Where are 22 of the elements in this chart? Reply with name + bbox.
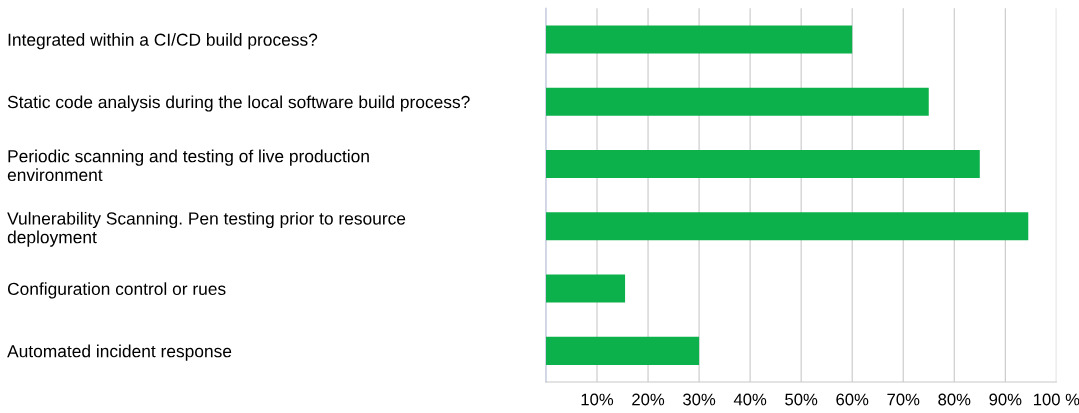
x-tick-label: 50% [785,393,818,406]
bar [545,87,929,116]
y-tick-label: Integrated within a CI/CD build process? [8,33,318,50]
x-tick-label: 20% [632,393,665,406]
x-tick-label: 40% [733,393,767,406]
bar [545,25,853,54]
y-tick-label: Configuration control or rues [7,282,226,299]
y-tick-label: Vulnerability Scanning. Pen testing prior to resource deployment [7,211,406,247]
x-tick-label: 80% [938,393,971,406]
x-tick-label: 30% [683,393,716,406]
bar [545,274,626,303]
x-tick-label: 10% [581,393,614,406]
bar [545,336,700,365]
x-tick-label: 70% [887,393,920,406]
bar [545,149,980,179]
bar [545,212,1029,241]
x-tick-label: 90% [989,393,1022,406]
y-tick-label: Periodic scanning and testing of live production environment [7,149,369,182]
x-tick-label: 60% [836,393,869,406]
y-tick-label: Automated incident response [7,344,232,361]
x-tick-label: 100 % [1033,393,1079,406]
y-tick-label: Static code analysis during the local software build process? [7,95,470,112]
